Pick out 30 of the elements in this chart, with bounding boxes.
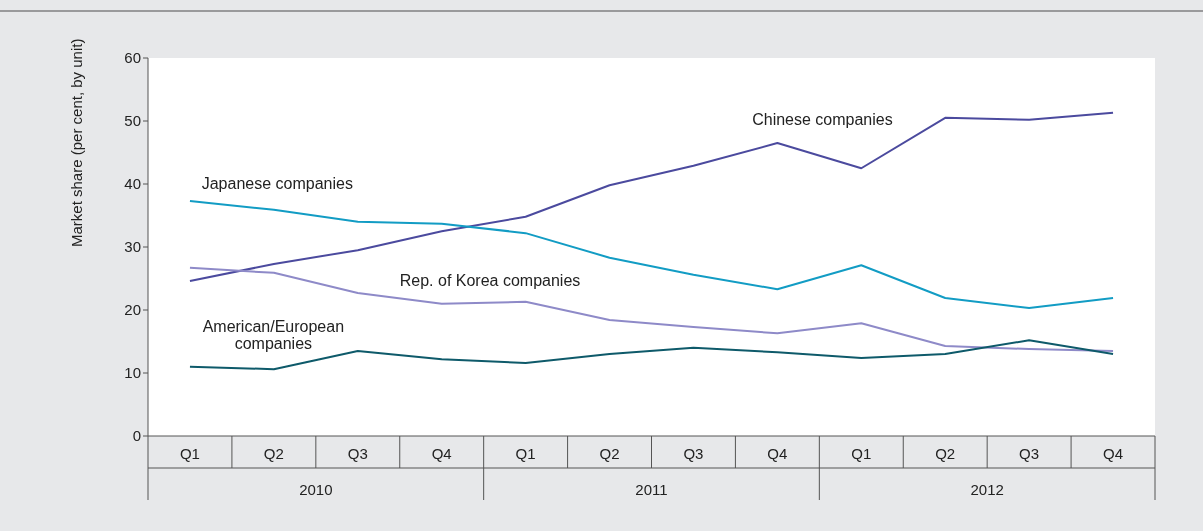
x-tick-label: Q1 [851,444,872,462]
y-tick-label: 50 [124,112,141,130]
x-tick-label: Q1 [515,444,536,462]
y-tick-label: 0 [132,427,141,445]
x-tick-label: Q2 [935,444,956,462]
y-tick-label: 20 [124,301,141,319]
x-tick-label: Q4 [767,444,788,462]
y-tick-label: 40 [124,175,141,193]
x-tick-label: Q3 [347,444,368,462]
line-series [188,339,1115,371]
line-series [188,266,1115,352]
x-tick-label: Q2 [263,444,284,462]
series-label: Japanese companies [201,175,354,193]
text: 2010 [299,481,333,498]
x-tick-label: Q2 [599,444,620,462]
y-tick-label: 60 [124,49,141,67]
y-tick-label: 10 [124,364,141,382]
text: 2011 [635,481,668,498]
text: 2012 [970,481,1004,498]
x-tick-label: Q3 [683,444,704,462]
x-tick-label: Q4 [431,444,452,462]
line-series [188,200,1115,310]
x-tick-label: Q3 [1019,444,1040,462]
x-tick-label: Q1 [179,444,200,462]
x-tick-label: Q4 [1103,444,1124,462]
y-tick-label: 30 [124,238,141,256]
series-label: Chinese companies [752,110,894,128]
series-label: American/European companies [201,317,346,352]
series-label: Rep. of Korea companies [399,272,582,290]
y-axis-title: Market share (per cent, by unit) [68,38,86,247]
